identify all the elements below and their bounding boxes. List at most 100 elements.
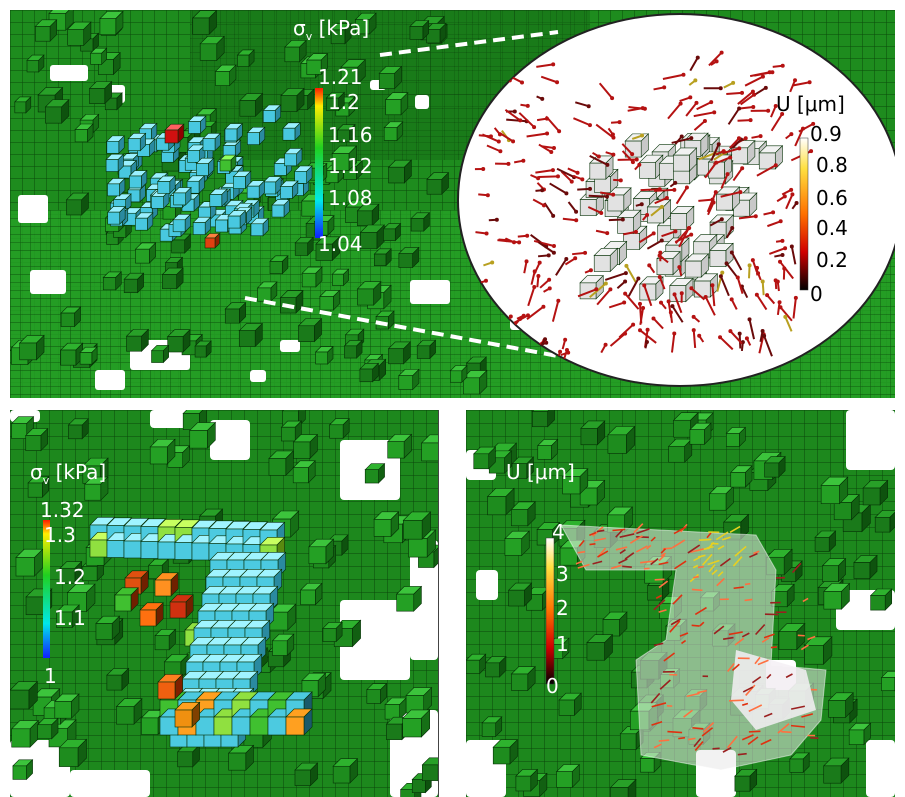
- green-voxel: [492, 746, 511, 765]
- displacement-arrow: [653, 743, 662, 749]
- pore-gap: [410, 540, 438, 660]
- displacement-arrow: [596, 288, 612, 306]
- stressed-voxel: [233, 176, 246, 189]
- displacement-arrow: [587, 206, 602, 214]
- displacement-arrow: [785, 194, 794, 210]
- displacement-arrow: [506, 118, 527, 123]
- displacement-arrow: [640, 188, 660, 192]
- green-voxel: [330, 29, 346, 45]
- displacement-arrow: [688, 737, 696, 741]
- stressed-voxel: [106, 540, 125, 558]
- displacement-arrow: [572, 251, 586, 256]
- stressed-voxel: [157, 541, 176, 560]
- displacement-arrow: [693, 111, 715, 118]
- displacement-arrow: [758, 134, 763, 139]
- displacement-arrow: [618, 558, 628, 564]
- displacement-arrow: [748, 704, 763, 713]
- displacement-arrow: [709, 218, 723, 227]
- displacement-arrow: [575, 560, 583, 565]
- displacement-arrow: [747, 317, 752, 322]
- displacement-arrow: [713, 625, 725, 635]
- displacement-arrow: [604, 272, 627, 281]
- displacement-arrow: [551, 62, 556, 67]
- displacement-arrow: [693, 120, 706, 131]
- stressed-voxel: [271, 204, 285, 218]
- displacement-arrow: [689, 57, 699, 72]
- displacement-arrow: [731, 663, 740, 671]
- displacement-arrow: [594, 287, 599, 292]
- displacement-arrow: [756, 294, 768, 311]
- green-voxel: [102, 277, 116, 291]
- displacement-arrow: [650, 558, 659, 566]
- displacement-arrow: [573, 256, 578, 261]
- displacement-arrow: [710, 143, 720, 162]
- displacement-arrow: [763, 335, 773, 357]
- displacement-arrow: [641, 305, 646, 310]
- stressed-voxel: [174, 709, 193, 728]
- displacement-arrow: [650, 536, 656, 542]
- displacement-arrow: [664, 195, 669, 200]
- stressed-voxel: [196, 163, 209, 176]
- displacement-arrow: [725, 172, 730, 177]
- displacement-arrow: [538, 175, 558, 178]
- displacement-arrow: [690, 548, 704, 554]
- displacement-arrow: [671, 619, 680, 625]
- displacement-arrow: [654, 578, 665, 581]
- green-voxel: [135, 248, 150, 264]
- pore-gap: [95, 370, 125, 390]
- displacement-arrow: [811, 121, 816, 126]
- displacement-arrow: [728, 631, 743, 636]
- green-voxel: [408, 538, 428, 558]
- displacement-arrow: [660, 552, 666, 557]
- displacement-arrow: [617, 120, 622, 125]
- pore-gap: [18, 195, 48, 223]
- displacement-arrow: [688, 95, 693, 100]
- displacement-arrow: [696, 101, 712, 111]
- displacement-arrow: [619, 533, 635, 538]
- displacement-arrow: [623, 271, 628, 276]
- displacement-arrow: [608, 287, 613, 292]
- green-voxel: [579, 487, 598, 506]
- stressed-voxel: [89, 539, 108, 558]
- green-voxel: [11, 423, 28, 439]
- displacement-arrow: [742, 702, 749, 706]
- green-voxel: [511, 509, 529, 527]
- green-voxel: [56, 611, 73, 628]
- green-voxel: [59, 567, 76, 584]
- displacement-arrow: [691, 624, 700, 627]
- displacement-arrow: [536, 176, 541, 181]
- green-voxel: [386, 723, 403, 740]
- green-voxel: [610, 787, 629, 797]
- displacement-arrow: [611, 135, 616, 140]
- displacement-arrow: [753, 550, 760, 555]
- displacement-arrow: [532, 198, 545, 207]
- displacement-arrow: [770, 105, 777, 118]
- displacement-arrow: [518, 118, 523, 123]
- displacement-arrow: [718, 86, 723, 91]
- displacement-arrow: [654, 188, 675, 192]
- green-voxel: [387, 441, 405, 459]
- displacement-arrow: [638, 328, 643, 333]
- displacement-arrow: [611, 192, 616, 197]
- displacement-arrow: [577, 550, 586, 554]
- displacement-arrow: [615, 546, 628, 551]
- green-voxel: [25, 435, 42, 451]
- green-voxel: [789, 758, 804, 773]
- displacement-arrow: [555, 80, 560, 85]
- displacement-arrow: [756, 164, 777, 177]
- pore-gap: [10, 740, 70, 797]
- stressed-voxel: [174, 542, 193, 560]
- displacement-arrow: [718, 274, 723, 279]
- green-voxel: [515, 775, 532, 792]
- displacement-arrow: [551, 244, 556, 249]
- displacement-arrow: [719, 275, 730, 297]
- green-voxel: [60, 312, 75, 327]
- displacement-colorbar-inset: [799, 137, 809, 291]
- displacement-arrow: [801, 713, 814, 718]
- displacement-arrow: [643, 285, 653, 307]
- displacement-arrow: [771, 210, 776, 215]
- displacement-arrow: [717, 571, 724, 577]
- inset-voxel: [673, 154, 690, 172]
- displacement-arrow: [753, 214, 758, 219]
- displacement-arrow: [537, 241, 555, 254]
